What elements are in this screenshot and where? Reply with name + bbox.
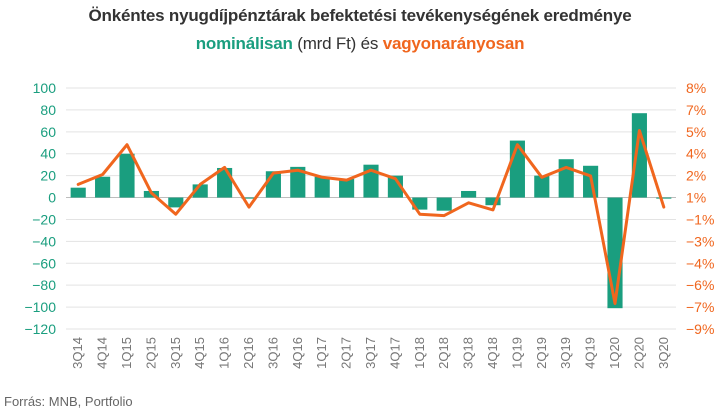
x-tick-label: 1Q17 [314,337,329,369]
x-tick-label: 4Q14 [95,337,110,369]
bar [168,197,184,208]
x-tick-label: 3Q18 [461,337,476,369]
right-tick-label: −3% [686,233,714,249]
bar [534,175,550,198]
bar [119,153,135,198]
x-tick-label: 2Q17 [339,337,354,369]
x-tick-label: 1Q15 [119,337,134,369]
left-tick-label: 100 [33,80,57,96]
bar [485,197,501,206]
left-tick-label: 20 [40,168,56,184]
bar [461,190,477,198]
left-tick-label: 80 [40,102,56,118]
left-tick-label: −60 [32,255,56,271]
right-tick-label: −7% [686,299,714,315]
right-tick-label: 4% [686,146,706,162]
right-tick-label: 7% [686,102,706,118]
x-tick-label: 3Q14 [70,337,85,369]
bar [436,197,452,211]
bar [241,197,257,199]
x-tick-label: 1Q20 [607,337,622,369]
right-tick-label: −6% [686,277,714,293]
right-tick-label: 2% [686,168,706,184]
bar [339,178,355,198]
subtitle-nominal: nominálisan [195,34,293,53]
x-axis: 3Q14 4Q14 1Q15 2Q15 3Q15 4Q15 1Q16 2Q16 3Q16 4Q16… [70,337,671,369]
x-tick-label: 2Q19 [534,337,549,369]
right-tick-label: −9% [686,321,714,337]
line-series [76,129,666,305]
right-tick-label: 5% [686,124,706,140]
left-tick-label: −100 [24,299,56,315]
x-tick-label: 2Q15 [143,337,158,369]
right-tick-label: −4% [686,255,714,271]
x-tick-label: 4Q19 [583,337,598,369]
x-tick-label: 3Q17 [363,337,378,369]
bar [387,175,403,198]
right-tick-label: 1% [686,190,706,206]
line-path [76,129,666,305]
x-tick-label: 3Q19 [558,337,573,369]
bar [558,159,574,198]
x-tick-label: 4Q15 [192,337,207,369]
x-tick-label: 3Q20 [656,337,671,369]
right-tick-label: −1% [686,211,714,227]
x-tick-label: 2Q16 [241,337,256,369]
x-tick-label: 1Q18 [412,337,427,369]
source-note: Forrás: MNB, Portfolio [4,394,133,409]
grid-lines [66,87,676,330]
right-axis: 8% 7% 5% 4% 2% 1% −1% −3% −4% −6% −7% −9% [686,80,714,337]
bar [656,197,672,199]
bar [607,197,623,309]
x-tick-label: 3Q16 [265,337,280,369]
left-tick-label: −120 [24,321,56,337]
x-tick-label: 4Q17 [387,337,402,369]
left-tick-label: −20 [32,211,56,227]
x-tick-label: 4Q18 [485,337,500,369]
subtitle-proportional: vagyonarányosan [382,34,525,53]
x-tick-label: 2Q20 [631,337,646,369]
chart-subtitle: nominálisan (mrd Ft) és vagyonarányosan [0,34,720,54]
left-tick-label: −80 [32,277,56,293]
left-axis: 100 80 60 40 20 0 −20 −40 −60 −80 −100 −120 [24,80,56,337]
subtitle-middle: (mrd Ft) és [292,34,383,53]
left-tick-label: 40 [40,146,56,162]
x-tick-label: 1Q19 [509,337,524,369]
left-tick-label: −40 [32,233,56,249]
right-tick-label: 8% [686,80,706,96]
bar [290,166,306,198]
chart-title: Önkéntes nyugdíjpénztárak befektetési te… [88,6,632,25]
x-tick-label: 3Q15 [168,337,183,369]
bar [314,176,330,198]
x-tick-label: 4Q16 [290,337,305,369]
bar [95,176,111,198]
left-tick-label: 60 [40,124,56,140]
bar [631,113,647,198]
bar-series [70,113,672,309]
left-tick-label: 0 [48,190,56,206]
bar [70,187,86,198]
x-tick-label: 1Q16 [217,337,232,369]
x-tick-label: 2Q18 [436,337,451,369]
bar [509,140,525,198]
